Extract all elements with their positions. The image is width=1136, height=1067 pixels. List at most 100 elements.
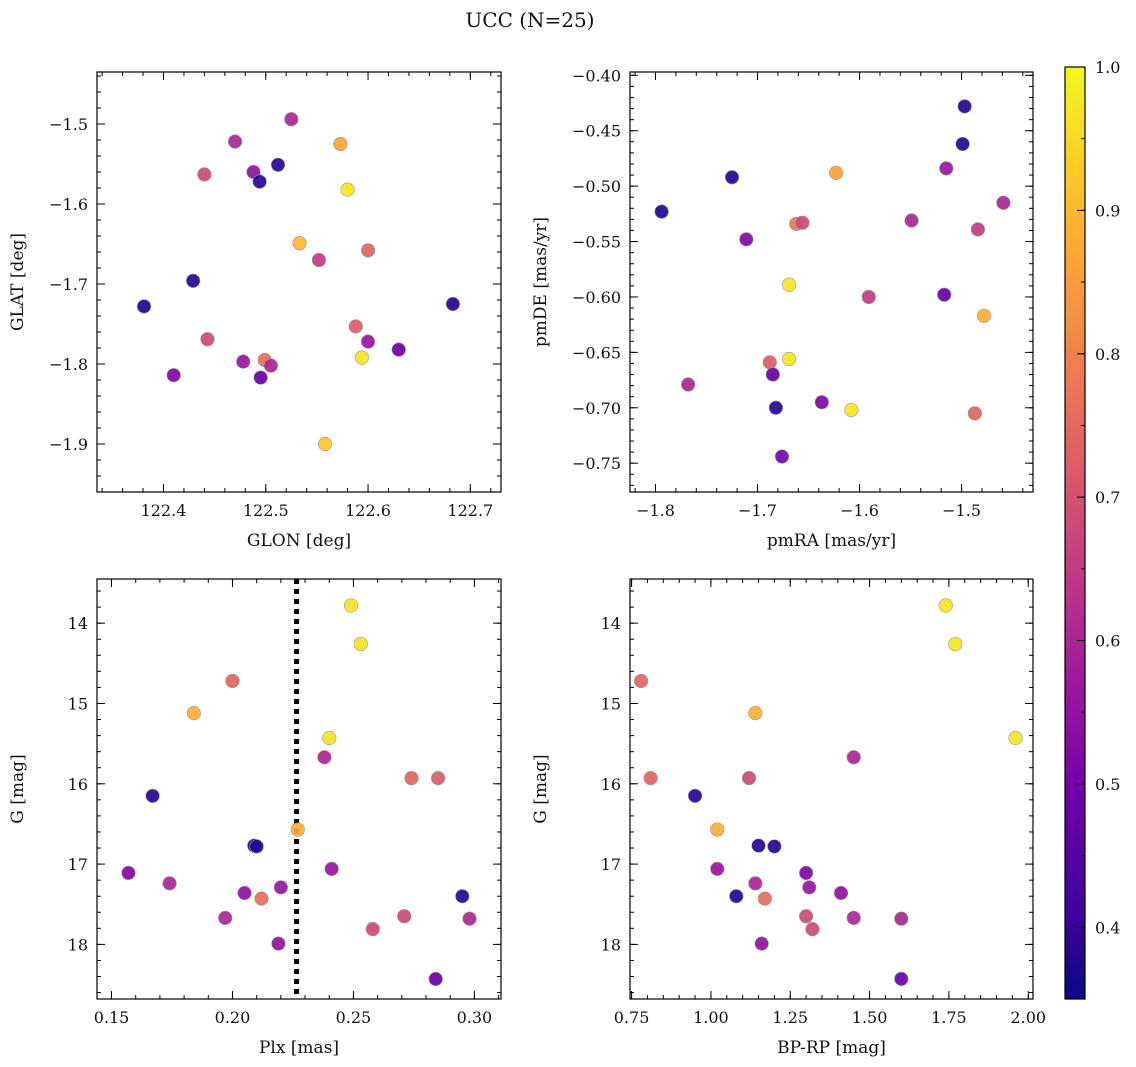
scatter-point [799,909,814,924]
scatter-point [121,865,136,881]
scatter-point [162,876,177,891]
scatter-point [729,889,744,904]
scatter-point [322,730,337,746]
y-tick-label: 14 [68,614,88,633]
y-tick-label: −0.70 [572,399,621,418]
x-tick-label: −1.8 [636,501,675,520]
scatter-point [445,296,461,312]
colorbar-tick-label: 0.4 [1095,918,1120,937]
y-tick-label: 18 [68,935,88,954]
scatter-point [252,174,267,189]
y-tick-label: −0.45 [572,122,621,141]
figure-title: UCC (N=25) [465,8,594,32]
y-tick-label: −1.5 [49,115,88,134]
x-tick-label: 1.75 [931,1008,967,1027]
colorbar-tick-label: 0.8 [1095,345,1120,364]
scatter-point [227,134,243,149]
scatter-point [317,750,332,765]
y-tick-label: 14 [601,614,621,633]
scatter-point [795,215,810,230]
x-axis-label: pmRA [mas/yr] [767,531,896,551]
scatter-point [354,350,370,365]
y-tick-label: 17 [601,855,621,874]
y-tick-label: 15 [68,694,88,713]
axes-frame [96,71,502,493]
x-tick-label: 2.00 [1010,1008,1046,1027]
scatter-point [360,334,376,349]
scatter-point [391,342,406,357]
scatter-point [970,222,986,237]
scatter-point [136,299,152,314]
scatter-point [404,771,419,786]
scatter-point [894,971,909,987]
scatter-point [846,750,861,765]
scatter-point [333,136,348,152]
scatter-point [681,377,696,392]
scatter-point [805,922,820,937]
scatter-point [254,891,269,906]
y-axis-label: G [mag] [531,754,551,823]
scatter-point [833,885,849,901]
scatter-point [748,876,763,891]
scatter-point [145,788,160,803]
x-axis-label: Plx [mas] [259,1038,339,1058]
colorbar: 0.4 0.5 0.6 0.7 0.8 0.9 1.0 [1064,58,1120,1000]
scatter-point [237,885,252,901]
x-tick-label: −1.7 [738,501,777,520]
scatter-point [710,822,725,837]
scatter-point [311,252,327,268]
scatter-point [290,822,305,837]
x-axis-label: GLON [deg] [247,531,351,551]
y-tick-label: −0.75 [572,454,621,473]
scatter-point [904,213,919,228]
scatter-point [955,136,970,152]
scatter-point [724,170,740,185]
scatter-point [236,354,251,369]
y-tick-label: −1.7 [49,275,88,294]
scatter-point [348,319,363,334]
scatter-point [996,195,1011,210]
x-tick-label: 0.30 [457,1008,493,1027]
scatter-point [273,880,288,895]
scatter-point [739,232,754,247]
scatter-point [643,771,658,786]
scatter-point [767,839,782,854]
axes-frame [629,578,1034,1000]
y-tick-label: −1.8 [49,355,88,374]
scatter-point [353,636,368,652]
y-tick-label: −0.40 [572,66,621,85]
y-tick-label: −0.50 [572,177,621,196]
scatter-point [774,449,790,464]
colorbar-tick-label: 0.5 [1095,775,1120,794]
scatter-point [967,406,982,421]
scatter-point [768,400,783,415]
y-tick-label: −0.55 [572,233,621,252]
scatter-point [431,771,446,786]
scatter-point [200,332,215,347]
scatter-point [741,771,757,786]
scatter-point [249,839,264,854]
x-tick-label: −1.6 [840,501,879,520]
y-axis-label: G [mag] [8,754,28,823]
scatter-point [271,936,286,951]
x-tick-label: 122.4 [141,501,187,520]
scatter-point [937,287,952,302]
scatter-point [861,289,876,305]
scatter-point [710,861,725,877]
y-tick-label: −0.65 [572,343,621,362]
y-tick-label: 17 [68,855,88,874]
x-tick-label: 0.75 [614,1008,650,1027]
colorbar-tick-label: 0.7 [1095,488,1120,507]
scatter-point [938,598,953,613]
y-tick-label: 16 [601,775,621,794]
scatter-point [284,112,299,127]
x-tick-label: 0.25 [336,1008,372,1027]
scatter-point [186,273,201,288]
scatter-point [428,971,443,987]
scatter-point [166,368,181,383]
scatter-point [317,436,333,452]
y-tick-label: 16 [68,775,88,794]
scatter-point [757,891,772,906]
scatter-point [948,636,963,652]
scatter-point [360,243,376,258]
